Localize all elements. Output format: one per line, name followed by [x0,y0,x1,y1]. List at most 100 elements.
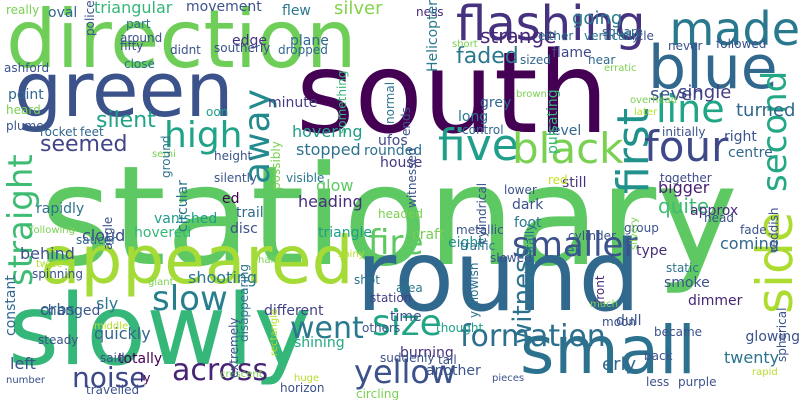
cloud-word: across [172,353,269,388]
cloud-word: near [588,53,616,67]
cloud-word: noise [72,361,147,394]
cloud-word: something [335,70,349,134]
cloud-word: fifty [120,39,144,53]
cloud-word: slowed [490,251,532,265]
cloud-word: less [646,375,670,389]
cloud-word: ufos [378,133,408,149]
cloud-word: square [602,25,643,39]
cloud-word: rapid [752,367,778,378]
cloud-word: quickly [94,324,151,343]
cloud-word: head [704,211,734,225]
cloud-word: direction [6,0,357,86]
cloud-word: red [548,173,568,187]
cloud-word: silvery [629,217,640,250]
cloud-word: hovering [292,122,363,141]
cloud-word: silver [334,0,383,19]
cloud-word: shot [354,273,380,287]
cloud-word: ness [416,5,444,19]
cloud-word: part [126,17,151,31]
cloud-word: traffic [460,239,496,253]
cloud-word: possibly [269,141,283,190]
cloud-word: twenty [724,348,780,367]
cloud-word: approx [690,203,739,219]
cloud-word: vertically [584,29,640,43]
cloud-word: purple [678,375,717,389]
cloud-word: later [634,107,658,118]
cloud-word: cylindrical [475,182,489,244]
cloud-word: totally [118,351,163,367]
cloud-word: spherical [775,307,789,362]
cloud-word: level [548,123,582,139]
cloud-word: yellow [354,353,457,391]
cloud-word: moon [602,315,636,329]
cloud-word: horizon [280,381,325,395]
cloud-word: behind [20,244,75,263]
cloud-word: smaller [512,225,638,265]
cloud-word: became [654,325,703,339]
cloud-word: edge [232,33,267,49]
cloud-word: glowing [745,329,800,345]
cloud-word: horizontally [523,223,537,294]
cloud-word: dropped [278,43,328,57]
cloud-word: formation [460,319,606,354]
cloud-word: huge [294,373,320,384]
cloud-word: small [520,312,696,389]
cloud-word: south [296,29,609,159]
cloud-word: four [644,122,729,171]
cloud-word: headed [378,207,423,221]
cloud-word: stationary [40,136,738,297]
cloud-word: silently [214,171,258,185]
cloud-word: semi [152,149,176,160]
cloud-word: slow [152,279,228,319]
cloud-word: ed [222,191,240,207]
cloud-word: line [656,87,725,131]
cloud-word: movement [186,0,262,15]
cloud-word: never [668,39,703,53]
cloud-word: static [666,261,699,275]
cloud-word: stopped [296,140,361,159]
cloud-word: shiny [338,249,365,260]
cloud-word: right [724,129,757,145]
cloud-word: brown [516,89,547,100]
cloud-word: vanished [154,211,218,227]
cloud-word: rocket [40,125,78,139]
cloud-word: height [214,149,253,163]
cloud-word: circular [175,180,191,232]
cloud-word: craft [412,227,445,243]
cloud-word: cloud [82,226,126,245]
cloud-word: minute [268,95,318,111]
cloud-word: went [290,311,364,346]
cloud-word: size [372,303,442,344]
cloud-word: circle [622,29,654,43]
cloud-word: dark [512,197,544,213]
cloud-word: centre [728,145,773,161]
cloud-word: feet [80,125,104,139]
cloud-word: really [6,3,40,17]
cloud-word: visible [286,171,325,185]
cloud-word: constant [3,275,19,336]
cloud-word: southerly [214,41,271,55]
cloud-word: flew [282,3,311,19]
cloud-word: five [438,120,519,171]
cloud-word: much [590,299,618,310]
cloud-word: ashford [4,61,50,75]
cloud-word: coming [720,234,779,253]
cloud-word: crescent [220,369,263,380]
cloud-word: rapidly [36,201,85,217]
cloud-word: followed [716,37,767,51]
cloud-word: together [660,171,712,185]
cloud-word: tail [438,353,457,367]
cloud-word: pieces [492,373,525,384]
cloud-word: er [566,243,581,259]
cloud-word: blue [648,33,778,103]
cloud-word: around [120,31,163,45]
cloud-word: erratic [604,63,637,74]
cloud-word: round [356,220,641,334]
cloud-word: half [258,255,277,266]
cloud-word: type [636,243,668,259]
cloud-word: rounded [364,143,423,159]
cloud-word: faded [456,44,519,69]
cloud-word: green [14,45,234,134]
cloud-word: steady [38,333,79,347]
cloud-word: initially [662,125,706,139]
